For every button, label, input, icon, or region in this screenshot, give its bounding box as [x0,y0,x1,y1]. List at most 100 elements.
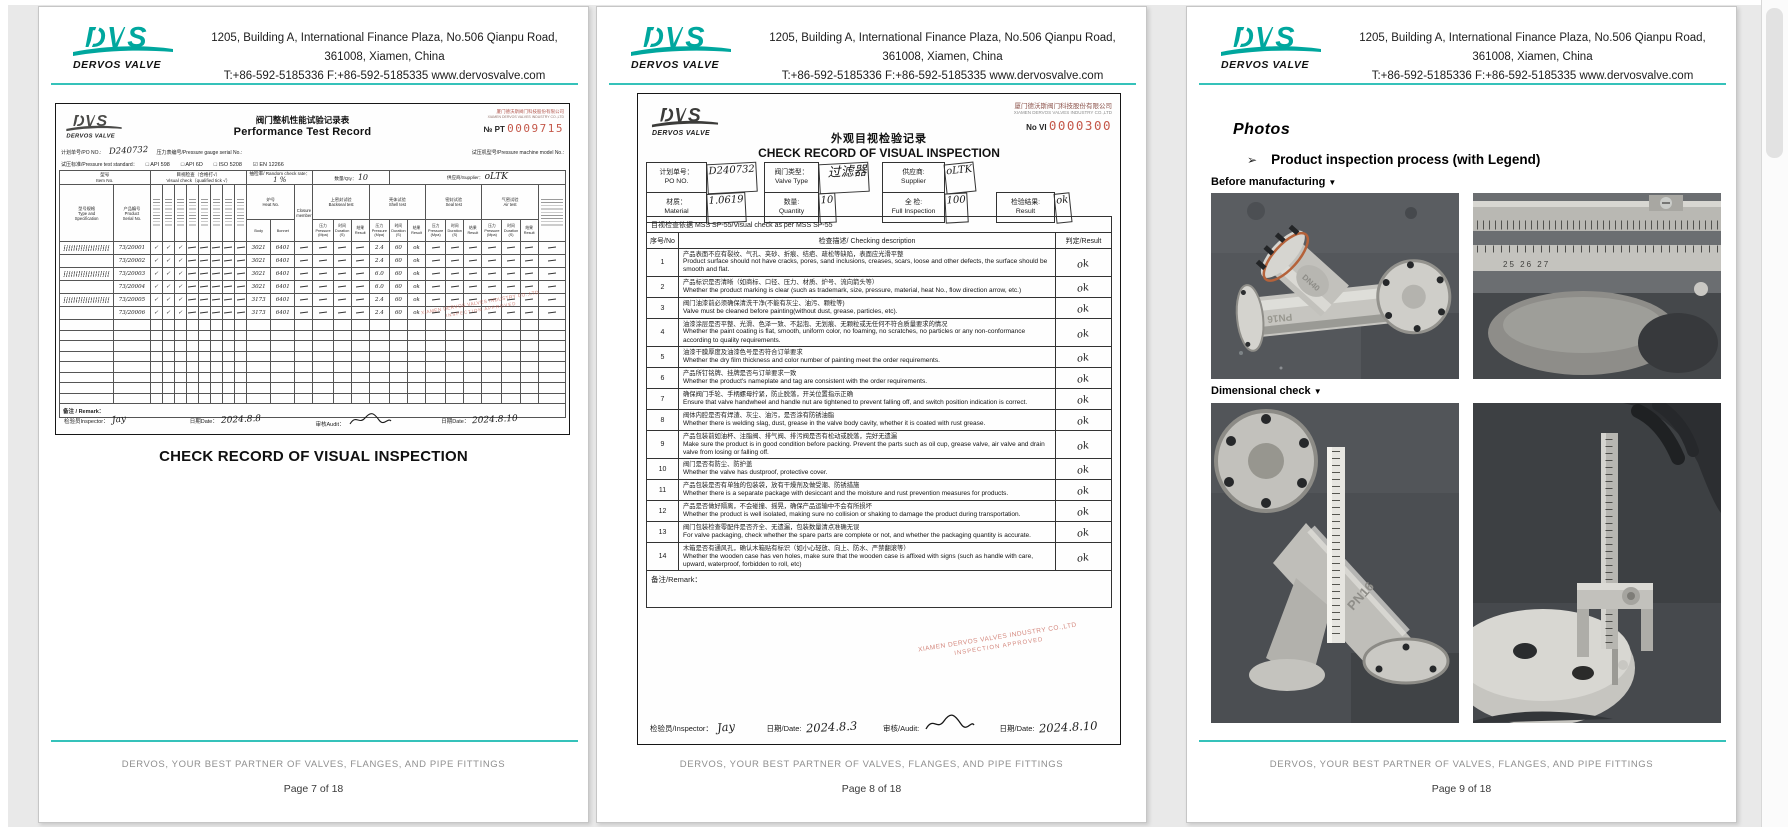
item-result: ok [1055,247,1112,278]
description-cn: 产品包装前如油杯、注脂阀、排气阀、排污阀是否有松动或脱落，完好无遗漏 [683,432,898,440]
description-en: Whether the product is well isolated, ma… [683,511,1021,519]
shell-pressure-cell: 2.4 [368,241,390,256]
shell-duration-cell: 60 [388,306,408,321]
dash-cell [294,254,314,269]
form-serial: № PT 0009715 [484,122,564,135]
item-description: 油漆涂层是否平整、光滑、色泽一致、不起泡、无划痕、无颗粒或无任何不符合质量要求的… [678,318,1056,348]
dash-cell [350,306,370,321]
audit-date-handwritten: 2024.8.10 [1038,718,1098,736]
shell-duration-cell: 60 [388,241,408,256]
description-column-header: 检查描述/ Checking description [678,232,1056,249]
dash-cell [233,241,248,256]
pressure-header: 压力 Pressure (Mpa) [425,219,447,243]
logo-swoosh [651,120,719,128]
form-title-cn: 阀门整机性能试验记录表 [255,115,350,125]
dash-cell [209,306,223,321]
dash-cell [481,280,503,295]
dash-cell [312,293,334,308]
photos-bullet: ➢ Product inspection process (with Legen… [1247,152,1540,167]
result-header: 结果 Result [519,219,539,243]
document-page-7: DVS DERVOS VALVE 1205, Building A, Inter… [38,6,589,823]
test-record-table: 型号 Item No. 目视检查（合格打√） Visual check（qual… [58,169,567,419]
item-description: 产品标识是否清晰（如商标、口径、压力、材质、炉号、流向箭头等） Whether … [678,276,1056,299]
pressure-header: 压力 Pressure (Mpa) [312,219,334,243]
shell-result-cell: ok [406,254,427,269]
logo-subtext: DERVOS VALVE [1221,59,1310,71]
description-en: Whether there is a separate package with… [683,490,1009,498]
body-header: Body [246,219,272,243]
supplier-header: 供应商/Supplier： oLTK [388,169,567,186]
spec-cell [58,280,115,295]
logo-swoosh [73,46,173,56]
item-result: ok [1055,521,1112,544]
audit-block: 审核/Audit: [883,714,994,734]
dash-cell [185,267,199,282]
check-cell: ✓ [161,280,175,295]
po-value-handwritten: D240732 [109,144,149,158]
dash-cell [221,254,235,269]
dash-cell [519,241,539,256]
shell-result-cell: ok [406,306,427,321]
body-heat-cell: 3021 [246,241,272,256]
item-number: 14 [646,542,679,572]
photos-heading: Photos [1233,121,1291,138]
dash-cell [350,280,370,295]
description-en: Whether the wooden case has ven holes, m… [683,552,1033,568]
check-cell: ✓ [173,254,187,269]
supplier-value: oLTK [943,161,977,194]
item-number: 8 [646,409,679,432]
dash-cell [501,267,521,282]
valve-type-label: 阀门类型： Valve Type [764,162,819,193]
item-description: 产品包装是否有单独的包装袋，放有干燥剂及做受潮、防锈措施 Whether the… [678,479,1056,502]
result-header: 结果 Result [406,219,427,243]
logo-swoosh [1221,46,1321,56]
dash-cell [294,306,314,321]
section-before-manufacturing: Before manufacturing ▼ [1211,176,1336,188]
inspector-signature: Jay [716,719,736,735]
description-en: Whether the paint coating is flat, smoot… [683,328,1026,344]
dash-cell [501,306,521,321]
checklist-header-row: 序号/No 检查描述/ Checking description 判定/Resu… [646,232,1112,249]
dash-cell [519,306,539,321]
po-label: 计划单号： PO NO. [646,162,707,193]
test-group-backseal: 上密封试验 Backseal test [312,184,370,221]
page-number: Page 8 of 18 [841,783,902,795]
item-result: ok [1055,409,1112,432]
address-line1: 1205, Building A, International Finance … [769,32,1116,63]
shell-duration-cell: 60 [388,254,408,269]
dash-cell [463,241,483,256]
stamp-line2: INSPECTION APPROVED [953,636,1044,657]
dash-cell [481,306,503,321]
company-name-en: XIAMEN DERVOS VALVES INDUSTRY CO.,LTD [487,115,564,119]
description-cn: 阀体内腔是否有焊渣、灰尘、油污，是否涂有防锈油脂 [683,412,835,420]
checklist-row: 6 产品所钉铭牌、挂牌是否与订单要求一致 Whether the product… [646,367,1112,390]
test-record-row: 73/20003 ✓ ✓ ✓ 3021 6401 [58,267,567,282]
description-en: Whether the product marking is clear (su… [683,286,1022,294]
audit-date-block: 日期Date： 2024.8.10 [441,414,561,426]
scrollbar-thumb[interactable] [1766,8,1783,158]
shell-duration-cell: 60 [388,267,408,282]
bonnet-heat-cell: 6401 [270,280,296,295]
result-handwritten: ok [1076,373,1091,387]
pressure-header: 压力 Pressure (Mpa) [368,219,390,243]
inspector-signature: Jay [111,414,127,426]
result-handwritten: ok [1076,415,1091,429]
test-record-row: 73/20005 ✓ ✓ ✓ 3173 6401 [58,293,567,308]
logo-slash [87,21,102,51]
item-result: ok [1055,479,1112,502]
vertical-scrollbar[interactable] [1761,0,1788,827]
dash-cell [332,280,352,295]
result-handwritten: ok [1076,394,1091,408]
dash-cell [312,241,334,256]
dash-cell [425,293,447,308]
item-result: ok [1055,318,1112,348]
no-column-header: 序号/No [646,232,679,249]
serial-column-header: 产品编号 Product Serial No. [113,184,151,243]
item-number: 4 [646,318,679,348]
empty-row [58,340,567,352]
item-number: 1 [646,247,679,278]
bonnet-heat-cell: 6401 [270,267,296,282]
body-heat-cell: 3173 [246,306,272,321]
checklist-table: 目视检查依据 MSS SP-55/Visual check as per MSS… [646,216,1112,609]
item-number: 3 [646,297,679,320]
